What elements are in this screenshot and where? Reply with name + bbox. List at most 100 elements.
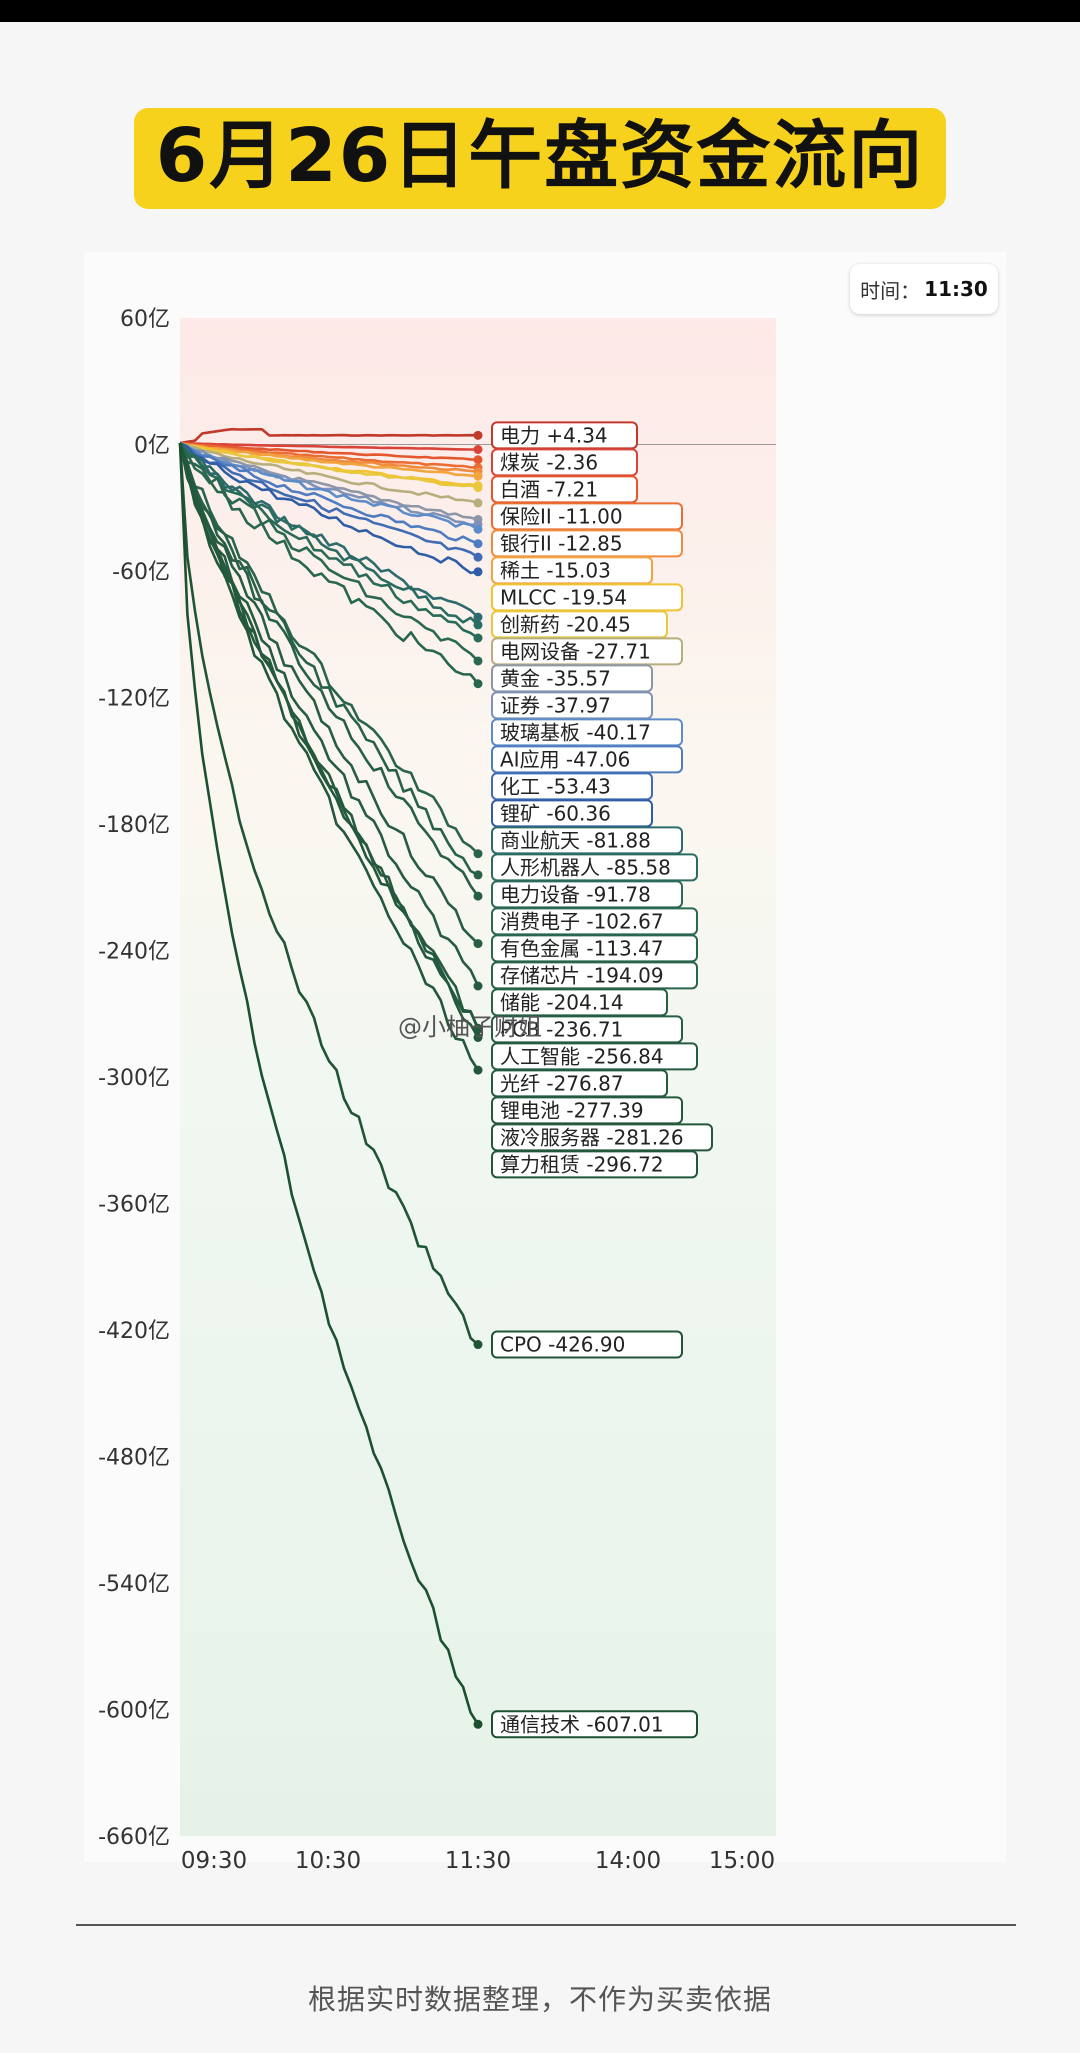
series-end-point — [473, 1032, 483, 1042]
y-tick-label: 60亿 — [120, 307, 170, 332]
series-line — [179, 427, 479, 445]
series-line — [179, 441, 479, 559]
series-line — [178, 442, 480, 1725]
time-value: 11:30 — [924, 277, 988, 301]
series-label-text: 人形机器人 -85.58 — [500, 855, 671, 879]
series-end-point — [473, 656, 483, 666]
series-end-label: 电力 +4.34 — [491, 421, 638, 450]
series-line — [178, 442, 480, 987]
series-end-label: 稀土 -15.03 — [491, 556, 653, 585]
y-tick-label: -120亿 — [98, 687, 170, 712]
series-label-text: 人工智能 -256.84 — [500, 1044, 664, 1068]
series-end-label: 存储芯片 -194.09 — [491, 961, 698, 990]
series-end-label: 煤炭 -2.36 — [491, 448, 638, 477]
series-end-label: 人工智能 -256.84 — [491, 1042, 698, 1071]
series-end-point — [473, 870, 483, 880]
series-end-point — [473, 444, 483, 454]
series-end-label: 创新药 -20.45 — [491, 610, 668, 639]
x-tick-label: 14:00 — [595, 1848, 661, 1874]
series-label-text: 电力设备 -91.78 — [500, 882, 651, 906]
y-tick-label: -300亿 — [98, 1066, 170, 1091]
series-end-label: 电网设备 -27.71 — [491, 637, 683, 666]
series-label-text: 消费电子 -102.67 — [500, 909, 664, 933]
series-label-text: 锂电池 -277.39 — [500, 1098, 644, 1122]
series-end-label: 液冷服务器 -281.26 — [491, 1123, 713, 1152]
series-label-text: 创新药 -20.45 — [500, 612, 631, 636]
series-end-point — [473, 567, 483, 577]
x-tick-label: 11:30 — [445, 1848, 511, 1874]
time-indicator: 时间： 11:30 — [850, 264, 998, 314]
series-line — [179, 441, 479, 461]
series-end-point — [473, 981, 483, 991]
y-tick-label: -360亿 — [98, 1193, 170, 1218]
series-label-text: AI应用 -47.06 — [500, 747, 630, 771]
series-line — [178, 442, 479, 662]
series-end-label: PCB -236.71 — [491, 1015, 683, 1044]
series-label-text: 电网设备 -27.71 — [500, 639, 651, 663]
series-end-point — [473, 849, 483, 859]
series-line — [178, 442, 479, 877]
series-label-text: 有色金属 -113.47 — [500, 936, 664, 960]
series-label-text: 稀土 -15.03 — [500, 558, 611, 582]
series-end-point — [473, 1340, 483, 1350]
series-line — [178, 442, 479, 640]
series-label-text: 黄金 -35.57 — [500, 666, 611, 690]
series-label-text: 证券 -37.97 — [500, 693, 611, 717]
series-end-point — [473, 455, 483, 465]
series-label-text: 通信技术 -607.01 — [500, 1712, 664, 1736]
series-end-point — [473, 552, 483, 562]
series-end-point — [473, 430, 483, 440]
series-end-label: 黄金 -35.57 — [491, 664, 653, 693]
series-end-point — [473, 1065, 483, 1075]
series-end-label: 储能 -204.14 — [491, 988, 668, 1017]
series-line — [179, 441, 479, 531]
series-label-box — [491, 1150, 698, 1179]
y-tick-label: -60亿 — [112, 560, 170, 585]
series-end-point — [473, 891, 483, 901]
y-tick-label: -240亿 — [98, 940, 170, 965]
series-label-text: 锂矿 -60.36 — [500, 801, 611, 825]
series-label-text: 电力 +4.34 — [500, 423, 608, 447]
series-labels: 电力 +4.34 煤炭 -2.36 白酒 -7.21 保险II -11.00 银行II … — [491, 421, 713, 1739]
series-line — [178, 442, 480, 1039]
series-label-text: MLCC -19.54 — [500, 585, 627, 609]
series-end-label: 光纤 -276.87 — [491, 1069, 668, 1098]
series-end-point — [473, 679, 483, 689]
series-end-point — [473, 483, 483, 493]
series-label-text: 液冷服务器 -281.26 — [500, 1125, 684, 1149]
series-end-label: MLCC -19.54 — [491, 583, 683, 612]
x-tick-label: 09:30 — [181, 1848, 247, 1874]
series-end-label: 有色金属 -113.47 — [491, 934, 698, 963]
series-end-label: 白酒 -7.21 — [491, 475, 638, 504]
series-label-text: 光纤 -276.87 — [500, 1071, 624, 1095]
y-tick-label: -180亿 — [98, 813, 170, 838]
series-end-point — [473, 612, 483, 622]
series-end-label: 电力设备 -91.78 — [491, 880, 683, 909]
series-end-point — [473, 539, 483, 549]
series-label-text: 银行II -12.85 — [500, 531, 623, 555]
footer-note: 根据实时数据整理，不作为买卖依据 — [307, 1983, 772, 2016]
x-tick-label: 15:00 — [709, 1848, 775, 1874]
page-title: 6月26日午盘资金流向 — [133, 108, 947, 210]
series-label-text: 玻璃基板 -40.17 — [500, 720, 651, 744]
y-tick-label: -420亿 — [98, 1319, 170, 1344]
series-end-label: 玻璃基板 -40.17 — [491, 718, 683, 747]
series-line — [179, 441, 479, 575]
series-end-point — [473, 524, 483, 534]
series-end-label: 锂矿 -60.36 — [491, 799, 653, 828]
series-end-point — [473, 471, 483, 481]
series-line — [178, 442, 480, 897]
series-line — [179, 441, 479, 521]
series-line — [179, 441, 479, 505]
x-tick-label: 10:30 — [295, 1848, 361, 1874]
series-line — [179, 441, 478, 451]
time-label: 时间： — [860, 278, 921, 303]
series-end-label: 通信技术 -607.01 — [491, 1710, 698, 1739]
series-label-text: 煤炭 -2.36 — [500, 450, 598, 474]
title-container: 6月26日午盘资金流向 — [0, 108, 1080, 210]
series-label-text: 算力租赁 -296.72 — [500, 1152, 664, 1176]
series-end-point — [473, 633, 483, 643]
series-end-label: 锂电池 -277.39 — [491, 1096, 683, 1125]
series-end-label: CPO -426.90 — [491, 1330, 683, 1359]
